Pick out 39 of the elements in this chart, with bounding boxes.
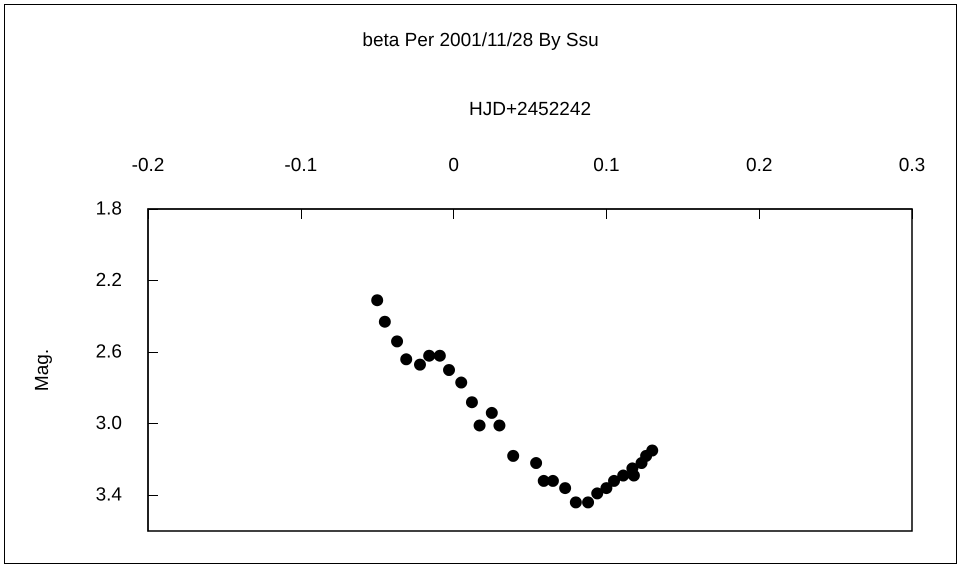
point	[617, 470, 630, 482]
point	[486, 406, 498, 419]
x-tick-label: 0.2	[746, 155, 772, 176]
y-tick-label: 2.6	[96, 342, 122, 363]
x-tick-label: 0	[448, 155, 459, 176]
point	[466, 396, 478, 408]
point	[391, 335, 404, 348]
x-tick-label: 0.1	[593, 155, 620, 176]
point	[434, 350, 446, 362]
point	[455, 376, 468, 389]
y-tick-label: 2.2	[96, 270, 122, 292]
point	[493, 419, 506, 432]
chart-title: beta Per 2001/11/28 By Ssu	[362, 30, 599, 51]
point	[443, 364, 456, 376]
point	[608, 474, 620, 487]
x-tick-label: -0.1	[284, 155, 318, 176]
point	[600, 482, 612, 494]
point	[378, 316, 391, 328]
point	[423, 350, 436, 362]
y-tick-label: 1.8	[96, 198, 122, 220]
point	[530, 457, 542, 470]
point	[570, 496, 582, 508]
point	[559, 482, 572, 494]
point	[546, 474, 559, 487]
point	[400, 353, 412, 366]
x-tick-label: 0.3	[898, 155, 926, 176]
x-tick-label: -0.2	[132, 155, 164, 176]
point	[474, 419, 486, 432]
point	[582, 496, 594, 508]
point	[414, 358, 426, 371]
x-axis-title: HJD+2452242	[468, 99, 592, 120]
point	[591, 487, 604, 500]
point	[507, 450, 520, 462]
point	[371, 294, 384, 306]
point	[646, 444, 658, 456]
y-tick-label: 3.4	[96, 484, 122, 506]
y-axis-title: Mag.	[32, 348, 53, 392]
y-tick-label: 3.0	[96, 413, 122, 434]
point	[628, 470, 640, 482]
